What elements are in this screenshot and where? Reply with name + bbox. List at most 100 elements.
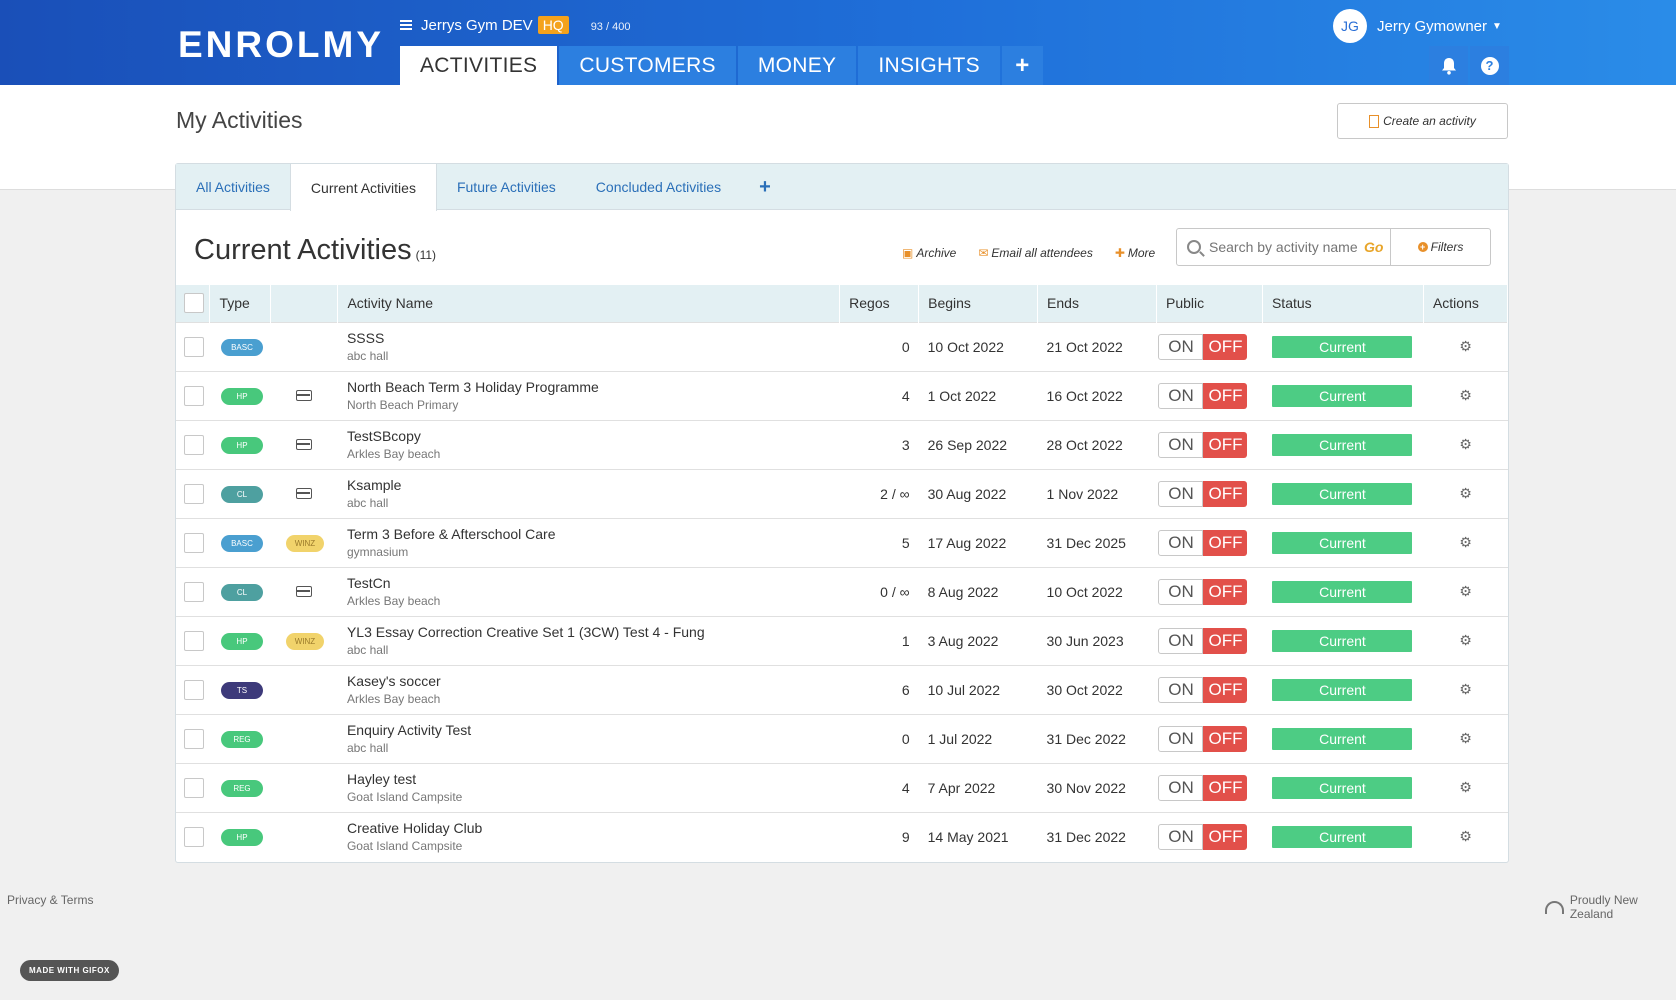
activity-name[interactable]: Creative Holiday Club: [346, 820, 483, 837]
header-ends[interactable]: Ends: [1037, 285, 1157, 322]
search-input[interactable]: [1209, 239, 1364, 255]
gear-icon[interactable]: ⚙: [1459, 534, 1472, 550]
toggle-off[interactable]: OFF: [1203, 676, 1248, 703]
public-toggle[interactable]: ON OFF: [1158, 529, 1262, 556]
activity-name-cell[interactable]: Kasey's soccer Arkles Bay beach: [337, 664, 840, 714]
toggle-off[interactable]: OFF: [1203, 529, 1248, 556]
notifications-button[interactable]: [1429, 46, 1468, 85]
toggle-off[interactable]: OFF: [1203, 382, 1248, 409]
org-switcher[interactable]: Jerrys Gym DEV HQ 93 / 400: [400, 16, 630, 34]
nav-tab-customers[interactable]: CUSTOMERS: [559, 46, 736, 85]
public-toggle[interactable]: ON OFF: [1158, 676, 1262, 703]
toggle-on[interactable]: ON: [1158, 578, 1204, 605]
search-go-button[interactable]: Go: [1364, 239, 1384, 255]
gear-icon[interactable]: ⚙: [1459, 632, 1472, 648]
toggle-off[interactable]: OFF: [1203, 333, 1248, 360]
gear-icon[interactable]: ⚙: [1459, 338, 1472, 354]
row-checkbox[interactable]: [184, 434, 204, 455]
gear-icon[interactable]: ⚙: [1459, 436, 1472, 452]
email-attendees-button[interactable]: ✉ Email all attendees: [978, 246, 1092, 260]
tab-current-activities[interactable]: Current Activities: [289, 164, 437, 211]
chevron-down-icon[interactable]: ▼: [1492, 20, 1502, 32]
table-row[interactable]: CL TestCn Arkles Bay beach 0 / ∞ 8 Aug 2022 1…: [176, 566, 1508, 616]
toggle-off[interactable]: OFF: [1203, 725, 1248, 752]
activity-name[interactable]: TestSBcopy: [346, 428, 421, 444]
gear-icon[interactable]: ⚙: [1459, 485, 1472, 501]
row-checkbox[interactable]: [184, 679, 204, 700]
gear-icon[interactable]: ⚙: [1459, 387, 1472, 403]
toggle-on[interactable]: ON: [1158, 333, 1204, 360]
table-row[interactable]: BASC SSSS abc hall 0 10 Oct 2022 21 Oct 2022 O…: [176, 321, 1508, 371]
activity-name[interactable]: TestCn: [346, 575, 391, 591]
row-checkbox[interactable]: [184, 532, 204, 553]
select-all-checkbox[interactable]: [184, 293, 204, 314]
activity-name[interactable]: Term 3 Before & Afterschool Care: [346, 526, 556, 542]
public-toggle[interactable]: ON OFF: [1158, 382, 1262, 409]
public-toggle[interactable]: ON OFF: [1158, 725, 1262, 752]
table-row[interactable]: BASC WINZ Term 3 Before & Afterschool Care…: [176, 517, 1508, 567]
activity-name[interactable]: Kasey's soccer: [346, 673, 441, 689]
gear-icon[interactable]: ⚙: [1459, 779, 1472, 795]
toggle-on[interactable]: ON: [1158, 431, 1204, 458]
table-row[interactable]: REG Hayley test Goat Island Campsite 4 7 Apr…: [176, 762, 1508, 812]
gear-icon[interactable]: ⚙: [1459, 730, 1472, 746]
toggle-on[interactable]: ON: [1158, 382, 1204, 409]
header-type[interactable]: Type: [209, 285, 272, 322]
more-button[interactable]: ✚ More: [1115, 246, 1155, 260]
row-checkbox[interactable]: [184, 777, 204, 798]
public-toggle[interactable]: ON OFF: [1158, 578, 1262, 605]
activity-name[interactable]: North Beach Term 3 Holiday Programme: [346, 379, 599, 395]
tab-concluded-activities[interactable]: Concluded Activities: [595, 179, 722, 195]
activity-name-cell[interactable]: SSSS abc hall: [337, 321, 840, 371]
enrolmy-logo[interactable]: ENROLMY: [178, 24, 384, 65]
activity-name-cell[interactable]: TestCn Arkles Bay beach: [337, 566, 840, 616]
public-toggle[interactable]: ON OFF: [1158, 431, 1262, 458]
activity-name[interactable]: Enquiry Activity Test: [346, 722, 472, 738]
row-checkbox[interactable]: [184, 826, 204, 847]
toggle-on[interactable]: ON: [1158, 480, 1204, 507]
public-toggle[interactable]: ON OFF: [1158, 480, 1262, 507]
public-toggle[interactable]: ON OFF: [1158, 627, 1262, 654]
filters-button[interactable]: + Filters: [1390, 229, 1490, 265]
toggle-off[interactable]: OFF: [1203, 578, 1248, 605]
add-tab-button[interactable]: +: [759, 175, 771, 198]
public-toggle[interactable]: ON OFF: [1158, 823, 1262, 850]
toggle-on[interactable]: ON: [1158, 676, 1204, 703]
header-begins[interactable]: Begins: [918, 285, 1039, 322]
menu-icon[interactable]: [400, 20, 412, 30]
toggle-off[interactable]: OFF: [1203, 627, 1248, 654]
gear-icon[interactable]: ⚙: [1459, 828, 1472, 845]
toggle-on[interactable]: ON: [1158, 627, 1204, 654]
header-status[interactable]: Status: [1262, 285, 1424, 322]
user-name[interactable]: Jerry Gymowner: [1377, 17, 1488, 35]
archive-button[interactable]: ▣ Archive: [902, 246, 956, 260]
activity-name[interactable]: Hayley test: [346, 771, 417, 787]
activity-name[interactable]: Ksample: [346, 477, 402, 493]
table-row[interactable]: CL Ksample abc hall 2 / ∞ 30 Aug 2022 1 Nov 2…: [176, 468, 1508, 518]
nav-add-button[interactable]: +: [1001, 46, 1043, 85]
toggle-on[interactable]: ON: [1158, 774, 1204, 801]
avatar[interactable]: JG: [1333, 9, 1367, 43]
activity-name-cell[interactable]: North Beach Term 3 Holiday Programme Nort…: [337, 370, 840, 420]
table-row[interactable]: HP North Beach Term 3 Holiday Programme No…: [176, 370, 1508, 420]
public-toggle[interactable]: ON OFF: [1158, 774, 1262, 801]
activity-name-cell[interactable]: Term 3 Before & Afterschool Care gymnasiu…: [337, 517, 840, 567]
header-public[interactable]: Public: [1156, 285, 1263, 322]
toggle-off[interactable]: OFF: [1203, 774, 1248, 801]
user-menu[interactable]: JG Jerry Gymowner ▼: [1333, 9, 1502, 43]
row-checkbox[interactable]: [184, 581, 204, 602]
table-row[interactable]: HP Creative Holiday Club Goat Island Camps…: [176, 811, 1508, 861]
row-checkbox[interactable]: [184, 630, 204, 651]
row-checkbox[interactable]: [184, 336, 204, 357]
public-toggle[interactable]: ON OFF: [1158, 333, 1262, 360]
table-row[interactable]: REG Enquiry Activity Test abc hall 0 1 Jul 2…: [176, 713, 1508, 763]
privacy-terms-link[interactable]: Privacy & Terms: [7, 893, 94, 907]
activity-name-cell[interactable]: TestSBcopy Arkles Bay beach: [337, 419, 840, 469]
toggle-off[interactable]: OFF: [1203, 823, 1248, 850]
row-checkbox[interactable]: [184, 483, 204, 504]
activity-name-cell[interactable]: Enquiry Activity Test abc hall: [337, 713, 840, 763]
table-row[interactable]: HP WINZ YL3 Essay Correction Creative Set …: [176, 615, 1508, 665]
toggle-on[interactable]: ON: [1158, 529, 1204, 556]
nav-tab-activities[interactable]: ACTIVITIES: [400, 46, 558, 85]
toggle-on[interactable]: ON: [1158, 725, 1204, 752]
